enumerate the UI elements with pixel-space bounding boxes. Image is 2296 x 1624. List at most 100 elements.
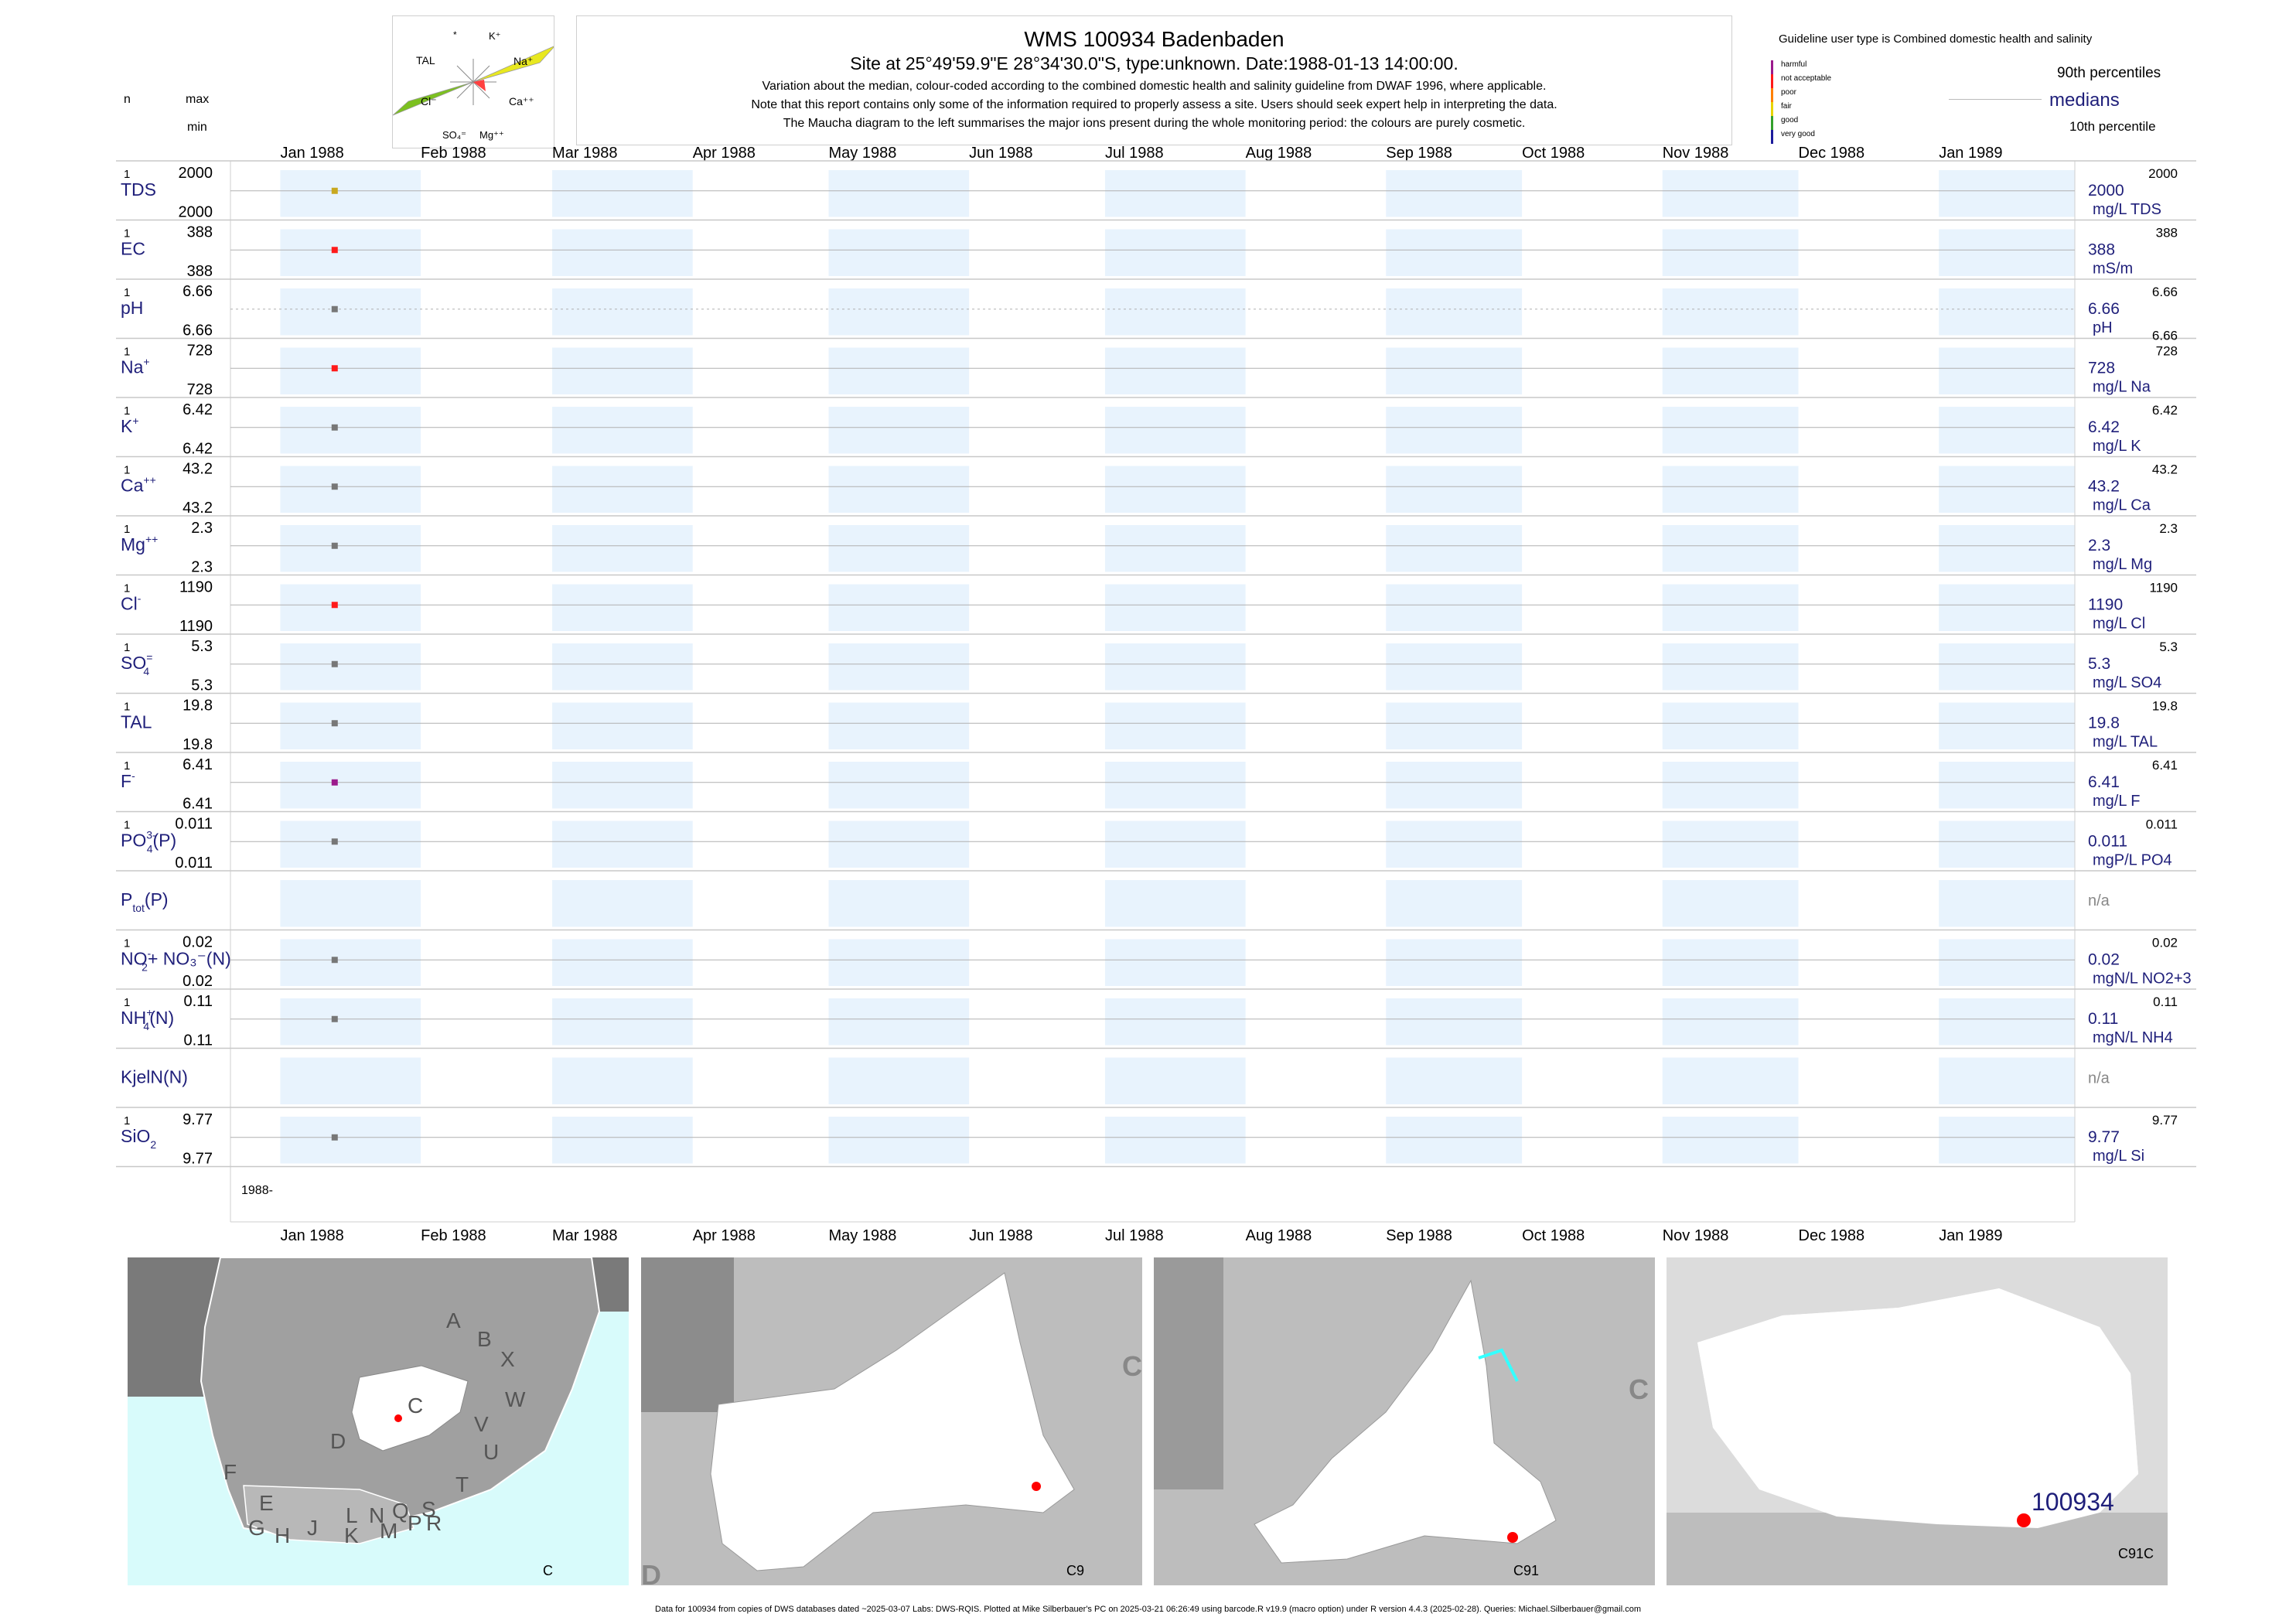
maucha-label-tal: TAL xyxy=(416,54,435,67)
month-label-top: Dec 1988 xyxy=(1799,145,1865,162)
month-band xyxy=(1662,1117,1799,1164)
month-band xyxy=(280,1117,421,1164)
month-band xyxy=(552,347,693,394)
row-max: 0.11 xyxy=(184,993,213,1010)
row-median: 19.8 xyxy=(2088,714,2120,732)
month-band xyxy=(1104,1057,1246,1104)
month-label-top: Apr 1988 xyxy=(693,145,756,162)
month-band xyxy=(1104,762,1246,809)
row-median: 2000 xyxy=(2088,182,2124,200)
month-band xyxy=(552,407,693,454)
row-unit: mg/L Ca xyxy=(2093,496,2151,513)
map3-caption: C91 xyxy=(1513,1563,1539,1578)
month-band xyxy=(1386,170,1523,217)
report-title: WMS 100934 Badenbaden xyxy=(1024,27,1284,51)
site-subtitle: Site at 25°49'59.9"E 28°34'30.0"S, type:… xyxy=(850,53,1458,73)
map1-region-H: H xyxy=(275,1523,291,1547)
month-band xyxy=(1662,288,1799,336)
month-band xyxy=(828,347,970,394)
row-max: 5.3 xyxy=(191,638,213,655)
medians-label: medians xyxy=(2049,90,2120,111)
month-band xyxy=(828,702,970,749)
month-band xyxy=(1939,466,2075,513)
row-n: 1 xyxy=(124,286,130,299)
row-max: 6.42 xyxy=(183,401,213,418)
month-band xyxy=(1662,229,1799,276)
row-max: 0.02 xyxy=(183,934,213,951)
min-header: min xyxy=(187,121,207,134)
guideline-title: Guideline user type is Combined domestic… xyxy=(1779,32,2093,46)
month-band xyxy=(828,880,970,927)
month-label-top: Sep 1988 xyxy=(1386,145,1452,162)
month-band xyxy=(1939,347,2075,394)
row-min: 0.11 xyxy=(184,1032,213,1049)
row-max: 388 xyxy=(187,224,213,241)
month-band xyxy=(1939,762,2075,809)
row-n: 1 xyxy=(124,346,130,359)
row-p90: 2000 xyxy=(2148,166,2178,181)
maucha-diagram: * K⁺ TAL Na⁺ Cl⁻ Ca⁺⁺ SO₄⁼ Mg⁺⁺ xyxy=(392,15,556,148)
month-band xyxy=(1386,762,1523,809)
sample-point xyxy=(331,365,338,372)
sample-point xyxy=(331,424,338,431)
legend-swatch xyxy=(1771,116,1773,130)
footer-note: Data for 100934 from copies of DWS datab… xyxy=(655,1605,1641,1614)
maucha-label-star: * xyxy=(453,29,457,40)
row-unit: mg/L SO4 xyxy=(2093,674,2161,691)
maucha-na-segment xyxy=(473,45,556,83)
map1-region-A: A xyxy=(446,1308,461,1332)
month-band xyxy=(280,821,421,868)
row-min: 0.011 xyxy=(175,855,213,872)
row-max: 43.2 xyxy=(183,461,213,478)
legend-label: not acceptable xyxy=(1781,74,1832,83)
month-band xyxy=(552,998,693,1046)
month-label-bottom: Jan 1988 xyxy=(280,1227,343,1244)
month-label-bottom: Jan 1989 xyxy=(1939,1227,2002,1244)
row-max: 2000 xyxy=(179,165,213,182)
month-band xyxy=(1104,998,1246,1046)
map1-region-S: S xyxy=(421,1497,436,1521)
row-n: 1 xyxy=(124,464,130,477)
row-max: 9.77 xyxy=(183,1111,213,1128)
note-line-3: The Maucha diagram to the left summarise… xyxy=(783,117,1526,130)
maucha-cl-segment xyxy=(392,81,474,116)
month-band xyxy=(1104,702,1246,749)
row-max: 0.011 xyxy=(175,816,213,833)
month-band xyxy=(828,584,970,631)
month-label-bottom: Sep 1988 xyxy=(1386,1227,1452,1244)
month-band xyxy=(1662,762,1799,809)
month-band xyxy=(828,229,970,276)
month-band xyxy=(280,939,421,986)
row-n: 1 xyxy=(124,227,130,241)
row-median: 9.77 xyxy=(2088,1128,2120,1146)
row-min: 6.41 xyxy=(183,796,213,813)
month-label-top: Jan 1989 xyxy=(1939,145,2002,162)
row-min: 43.2 xyxy=(183,500,213,517)
row-max: 6.66 xyxy=(183,283,213,300)
row-max: 728 xyxy=(187,343,213,360)
month-band xyxy=(1104,407,1246,454)
month-band xyxy=(1386,939,1523,986)
month-band xyxy=(828,998,970,1046)
month-band xyxy=(1104,821,1246,868)
month-band xyxy=(1939,643,2075,691)
month-band xyxy=(280,170,421,217)
row-label: Ca++ xyxy=(121,473,156,495)
legend-label: harmful xyxy=(1781,60,1807,69)
row-median: 43.2 xyxy=(2088,477,2120,495)
year-label: 1988- xyxy=(241,1184,273,1197)
row-unit: pH xyxy=(2093,319,2113,336)
row-label: TAL xyxy=(121,711,152,732)
maucha-label-cl: Cl⁻ xyxy=(421,95,437,107)
row-min: 388 xyxy=(187,263,213,280)
map1-region-F: F xyxy=(223,1460,237,1484)
month-label-top: Aug 1988 xyxy=(1246,145,1312,162)
month-band xyxy=(552,880,693,927)
month-band xyxy=(1939,702,2075,749)
row-n: 1 xyxy=(124,1114,130,1128)
month-band xyxy=(1939,1117,2075,1164)
month-band xyxy=(280,584,421,631)
month-band xyxy=(1939,229,2075,276)
row-median: 728 xyxy=(2088,359,2115,377)
month-band xyxy=(1939,584,2075,631)
